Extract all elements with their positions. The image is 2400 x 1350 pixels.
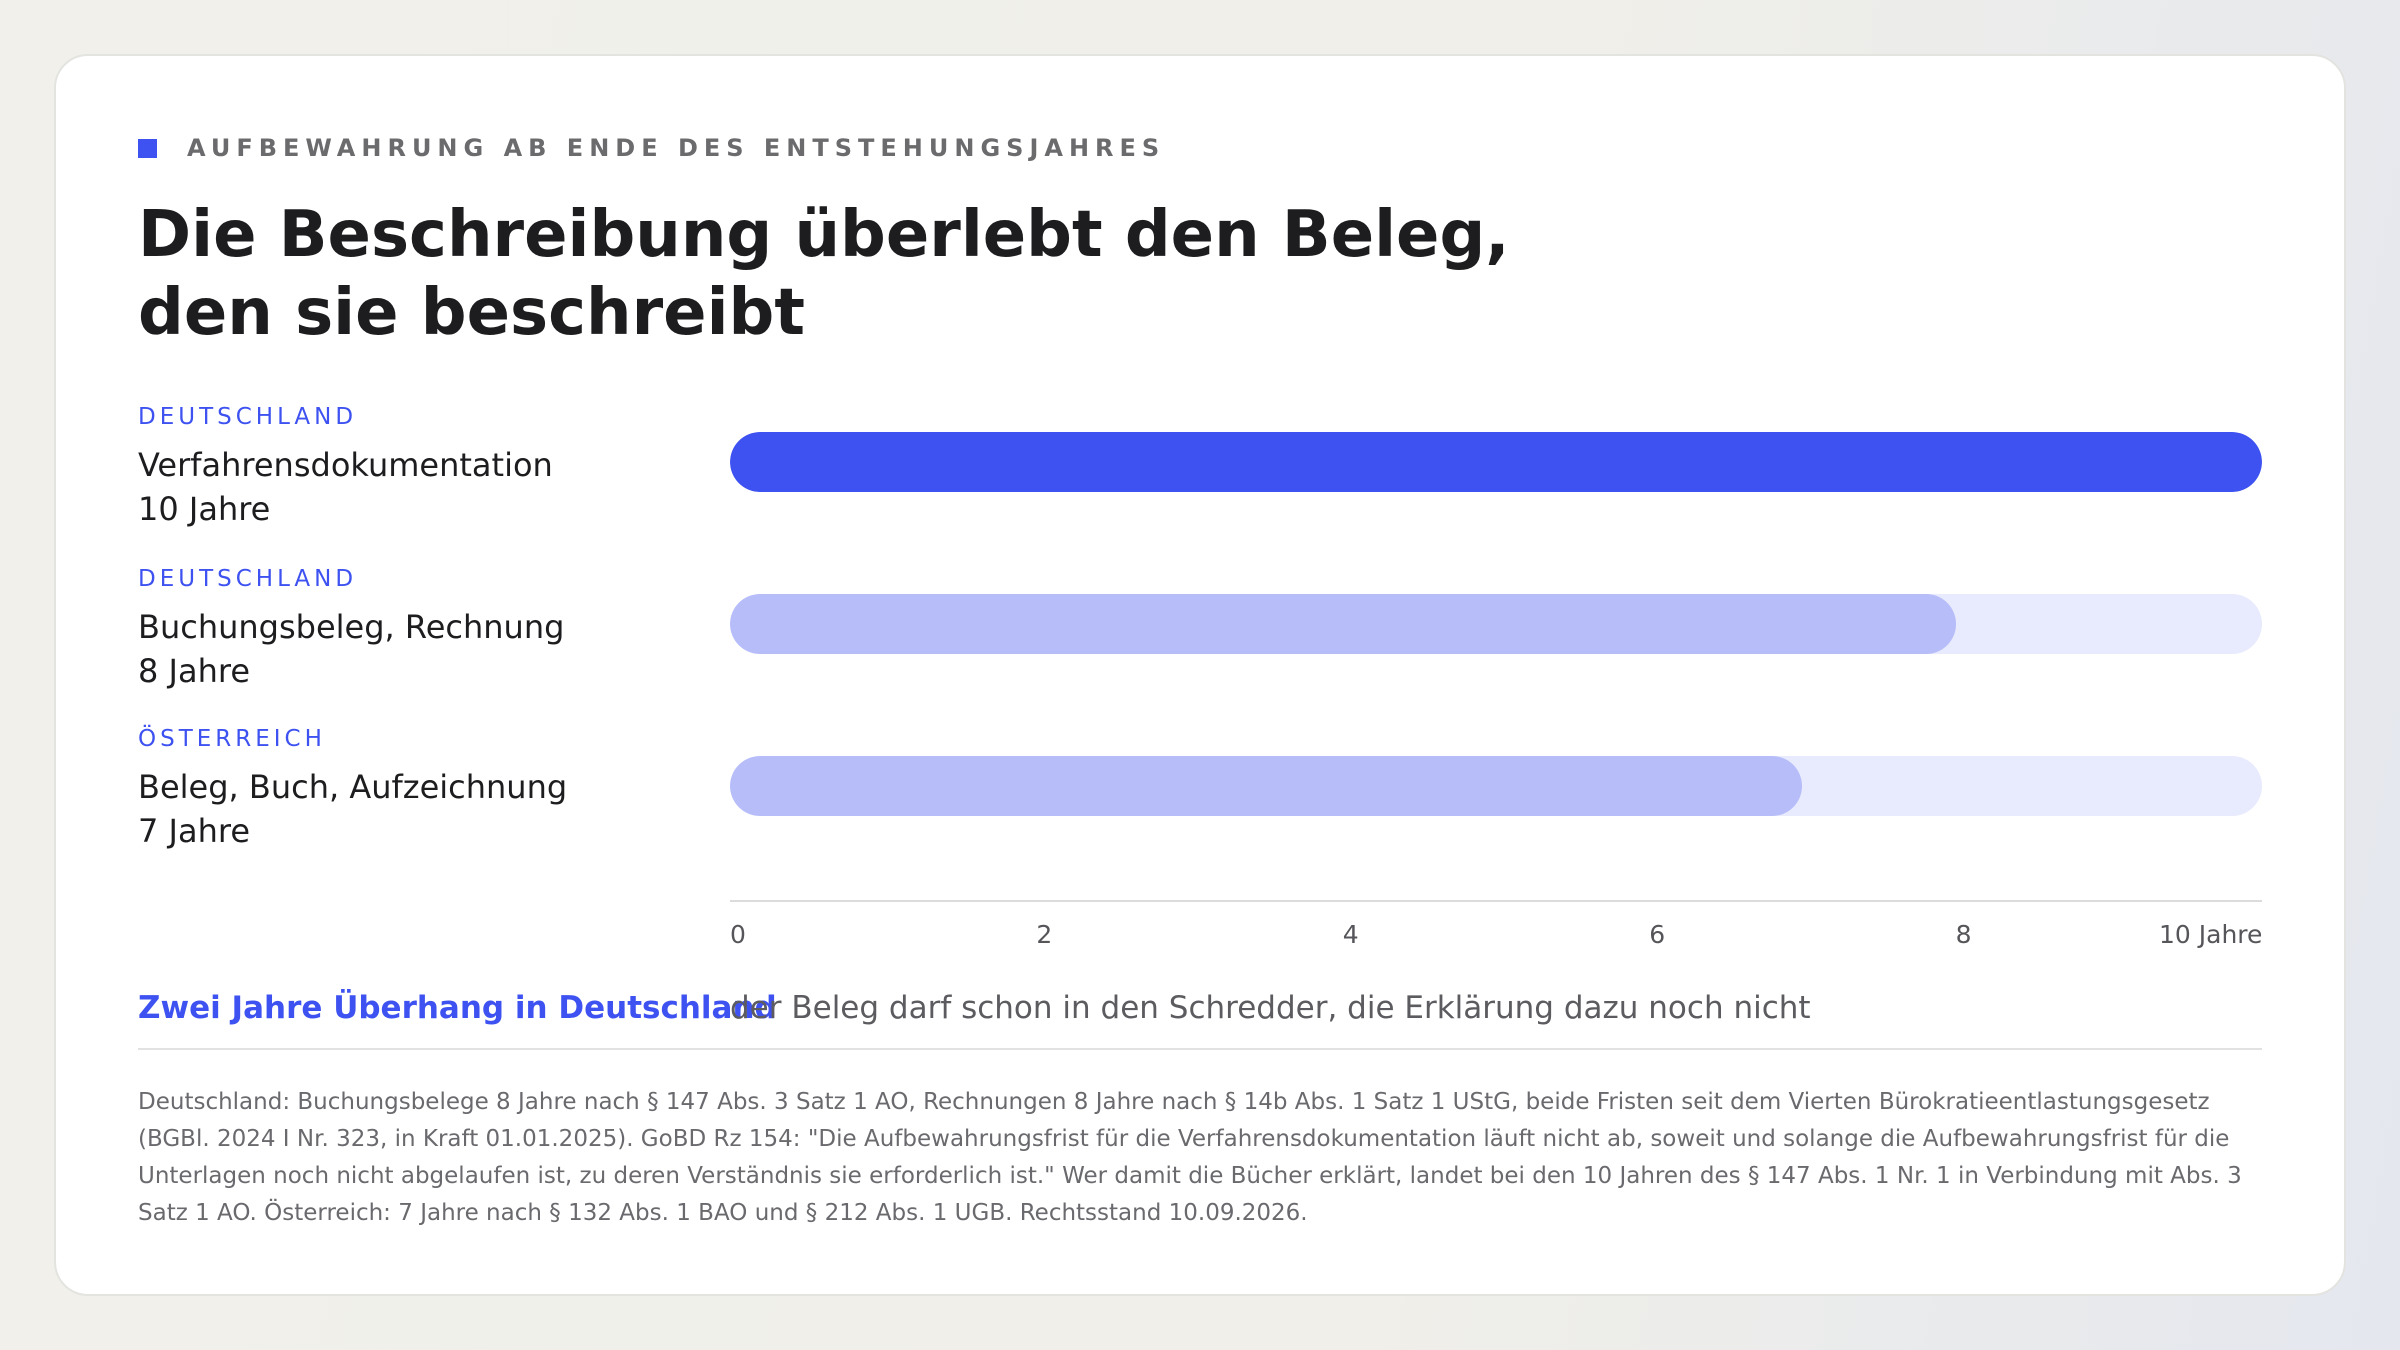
row-label-3: ÖSTERREICH Beleg, Buch, Aufzeichnung 7 J… (138, 725, 698, 853)
chart-title: Die Beschreibung überlebt den Beleg, den… (138, 196, 1638, 352)
divider (138, 1048, 2262, 1050)
x-tick-label: 2 (1036, 920, 1053, 949)
eyebrow-text: AUFBEWAHRUNG AB ENDE DES ENTSTEHUNGSJAHR… (187, 134, 1166, 162)
x-tick-label: 6 (1649, 920, 1666, 949)
row-label-2: DEUTSCHLAND Buchungsbeleg, Rechnung 8 Ja… (138, 565, 698, 693)
chart-title-line-2: den sie beschreibt (138, 276, 805, 350)
bar-verfahrensdokumentation (730, 432, 2262, 492)
eyebrow: AUFBEWAHRUNG AB ENDE DES ENTSTEHUNGSJAHR… (138, 134, 1165, 162)
takeaway-text: der Beleg darf schon in den Schredder, d… (730, 990, 1811, 1026)
chart-card (54, 54, 2346, 1296)
row-country: ÖSTERREICH (138, 726, 326, 752)
bar-buchungsbeleg-rechnung (730, 594, 1956, 654)
row-document-type: Beleg, Buch, Aufzeichnung (138, 768, 568, 806)
bar-track-3 (730, 756, 2262, 816)
row-value-label: 7 Jahre (138, 812, 250, 850)
bar-beleg-buch-aufzeichnung (730, 756, 1803, 816)
bar-track-2 (730, 594, 2262, 654)
x-tick-label: 0 (730, 920, 746, 949)
row-country: DEUTSCHLAND (138, 404, 358, 430)
row-document-type: Buchungsbeleg, Rechnung (138, 608, 565, 646)
row-document-type: Verfahrensdokumentation (138, 446, 553, 484)
row-value-label: 8 Jahre (138, 652, 250, 690)
x-tick-label: 10 Jahre (2159, 920, 2263, 949)
x-tick-label: 8 (1955, 920, 1972, 949)
x-tick-label: 4 (1342, 920, 1359, 949)
bar-track-1 (730, 432, 2262, 492)
takeaway-heading: Zwei Jahre Überhang in Deutschland (138, 990, 777, 1026)
footnote-sources: Deutschland: Buchungsbelege 8 Jahre nach… (138, 1089, 2242, 1226)
row-value-label: 10 Jahre (138, 490, 271, 528)
eyebrow-square-icon (138, 138, 157, 158)
chart-title-line-1: Die Beschreibung überlebt den Beleg, (138, 198, 1510, 272)
row-label-1: DEUTSCHLAND Verfahrensdokumentation 10 J… (138, 403, 698, 531)
x-axis-line (730, 900, 2262, 902)
row-country: DEUTSCHLAND (138, 566, 358, 592)
